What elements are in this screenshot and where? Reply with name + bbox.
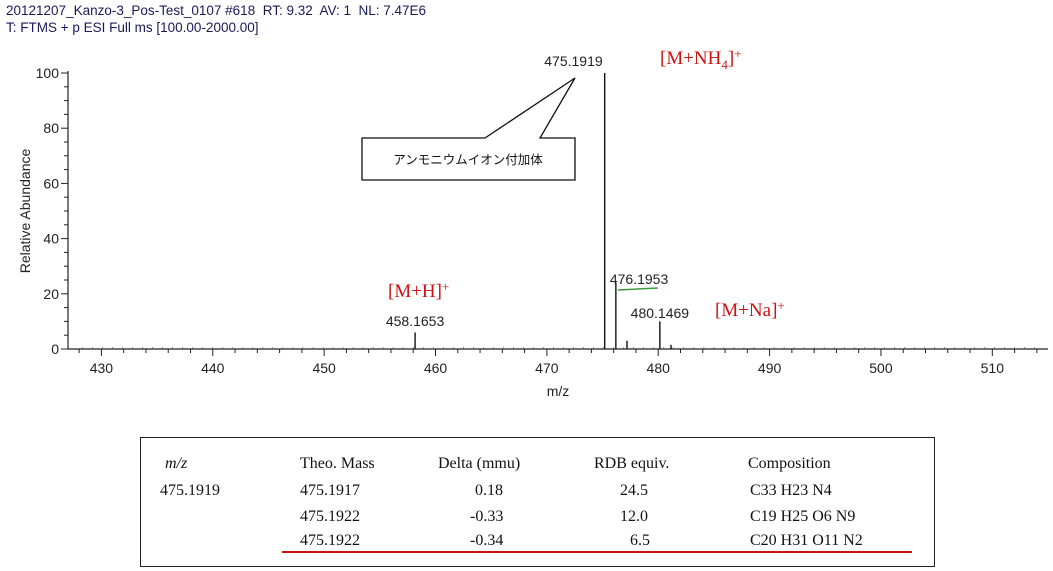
x-tick-label: 490 [758, 360, 782, 376]
formula-table [140, 437, 935, 567]
table-cell-comp-1: C33 H23 N4 [750, 482, 832, 499]
table-cell-comp-3: C20 H31 O11 N2 [750, 532, 863, 549]
x-tick-label: 440 [201, 360, 225, 376]
x-axis-label: m/z [547, 383, 570, 399]
table-cell-comp-2: C19 H25 O6 N9 [750, 508, 856, 525]
y-tick-label: 0 [51, 341, 59, 357]
mass-spectrum-chart: 0 20 40 60 80 100 430 440 450 460 470 480 490 500 510 m… [17, 46, 1048, 399]
y-tick-label: 60 [43, 175, 59, 191]
table-cell-delta-1: 0.18 [475, 482, 503, 499]
x-tick-label: 450 [312, 360, 336, 376]
scan-header: 20121207_Kanzo-3_Pos-Test_0107 #618 RT: … [6, 3, 427, 18]
x-tick-label: 480 [647, 360, 671, 376]
peak-label: 476.1953 [610, 271, 669, 287]
x-tick-label: 460 [424, 360, 448, 376]
table-header-rdb: RDB equiv. [594, 455, 670, 472]
table-header-delta: Delta (mmu) [438, 455, 521, 472]
table-cell-theo-1: 475.1917 [300, 482, 360, 499]
y-tick-label: 100 [36, 65, 60, 81]
table-cell-rdb-1: 24.5 [620, 482, 648, 499]
table-cell-delta-2: -0.33 [470, 508, 504, 525]
annotation-m-nh4: [M+NH4]+ [660, 46, 742, 72]
table-cell-mz: 475.1919 [160, 482, 220, 499]
scan-filter: T: FTMS + p ESI Full ms [100.00-2000.00] [6, 20, 259, 35]
x-tick-label: 510 [981, 360, 1005, 376]
y-axis-label: Relative Abundance [17, 149, 33, 274]
table-cell-rdb-3: 6.5 [630, 532, 650, 549]
table-cell-rdb-2: 12.0 [620, 508, 648, 525]
table-header-composition: Composition [748, 455, 831, 472]
y-tick-label: 20 [43, 286, 59, 302]
table-cell-theo-3: 475.1922 [300, 532, 360, 549]
x-tick-label: 470 [535, 360, 559, 376]
highlight-underline [282, 551, 912, 553]
callout-text: アンモニウムイオン付加体 [393, 152, 543, 167]
x-tick-label: 430 [90, 360, 114, 376]
peak-label: 475.1919 [544, 53, 603, 69]
peak-label: 480.1469 [631, 305, 690, 321]
peak-label: 458.1653 [386, 313, 445, 329]
table-cell-theo-2: 475.1922 [300, 508, 360, 525]
peak-label-underline [617, 287, 658, 291]
table-cell-delta-3: -0.34 [470, 532, 504, 549]
callout-box [361, 77, 576, 181]
y-tick-label: 40 [43, 231, 59, 247]
y-tick-label: 80 [43, 120, 59, 136]
table-header-theo-mass: Theo. Mass [300, 455, 375, 472]
table-header-mz: m/z [165, 455, 188, 472]
x-tick-label: 500 [869, 360, 893, 376]
annotation-m-h: [M+H]+ [388, 279, 449, 302]
annotation-m-na: [M+Na]+ [715, 298, 785, 321]
